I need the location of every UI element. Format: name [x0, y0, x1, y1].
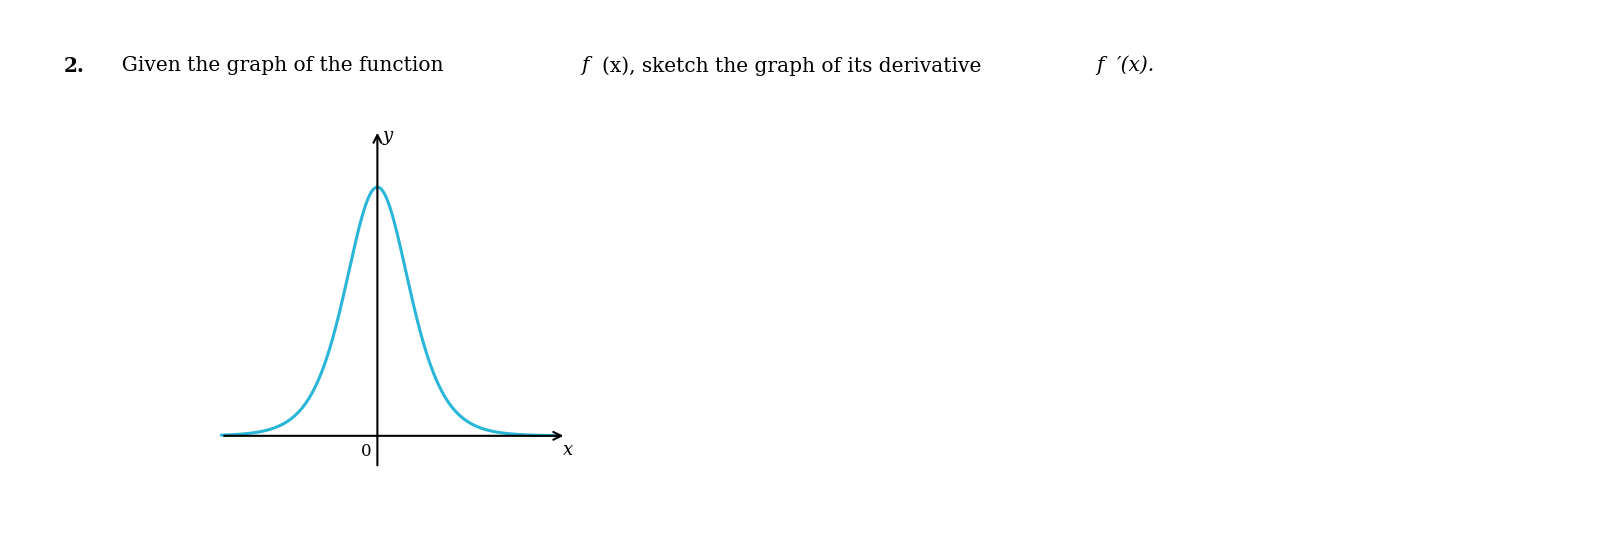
Text: ′(x).: ′(x). — [1117, 56, 1155, 75]
Text: f: f — [1096, 56, 1104, 75]
Text: 2.: 2. — [64, 56, 85, 76]
Text: y: y — [383, 128, 392, 145]
Text: 0: 0 — [360, 443, 372, 460]
Text: x: x — [562, 441, 574, 459]
Text: (x), sketch the graph of its derivative: (x), sketch the graph of its derivative — [602, 56, 988, 76]
Text: Given the graph of the function: Given the graph of the function — [109, 56, 450, 75]
Text: f: f — [582, 56, 590, 75]
